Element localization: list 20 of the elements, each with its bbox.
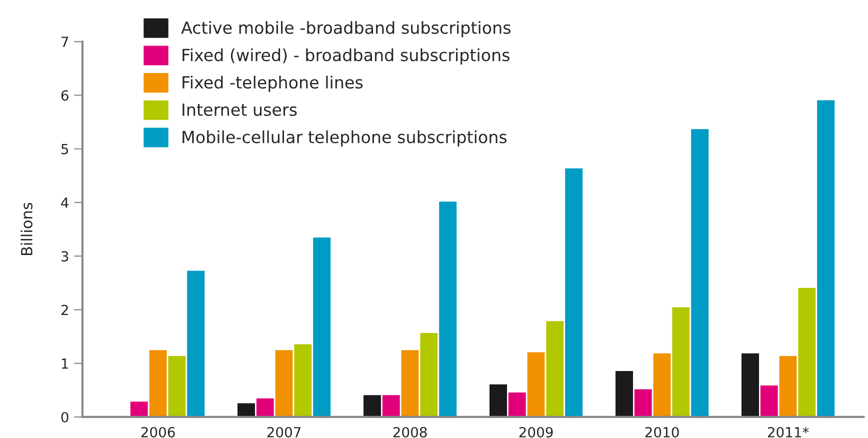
y-tick-label: 3 (61, 251, 68, 262)
y-tick-label: 4 (61, 198, 68, 208)
x-tick-label: 2008 (393, 426, 427, 438)
legend-label: Active mobile -broadband subscriptions (181, 21, 510, 38)
legend-label: Internet users (182, 104, 297, 116)
y-tick-label: 5 (62, 144, 68, 154)
legend-label: Fixed -telephone lines (182, 76, 363, 92)
x-tick-label: 2010 (645, 426, 679, 438)
y-axis-title: Billions (20, 202, 32, 256)
x-tick-label: 2006 (141, 426, 175, 438)
legend-label: Mobile-cellular telephone subscriptions (182, 130, 507, 147)
y-tick-label: 6 (61, 90, 68, 101)
y-tick-label: 1 (62, 358, 68, 369)
x-tick-label: 2007 (267, 426, 301, 438)
y-tick-label: 0 (61, 412, 68, 422)
y-tick-label: 7 (62, 36, 68, 47)
y-tick-label: 2 (61, 304, 68, 316)
legend-label: Fixed (wired) - broadband subscriptions (182, 48, 510, 65)
x-tick-label: 2009 (519, 426, 553, 438)
x-tick-label: 2011* (768, 426, 809, 438)
